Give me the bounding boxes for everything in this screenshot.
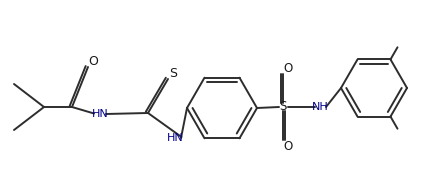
Text: NH: NH	[312, 102, 328, 112]
Text: O: O	[283, 140, 293, 154]
Text: S: S	[170, 67, 177, 80]
Text: S: S	[279, 101, 287, 113]
Text: HN: HN	[92, 109, 108, 119]
Text: O: O	[283, 62, 293, 74]
Text: O: O	[88, 55, 98, 68]
Text: HN: HN	[166, 133, 184, 143]
